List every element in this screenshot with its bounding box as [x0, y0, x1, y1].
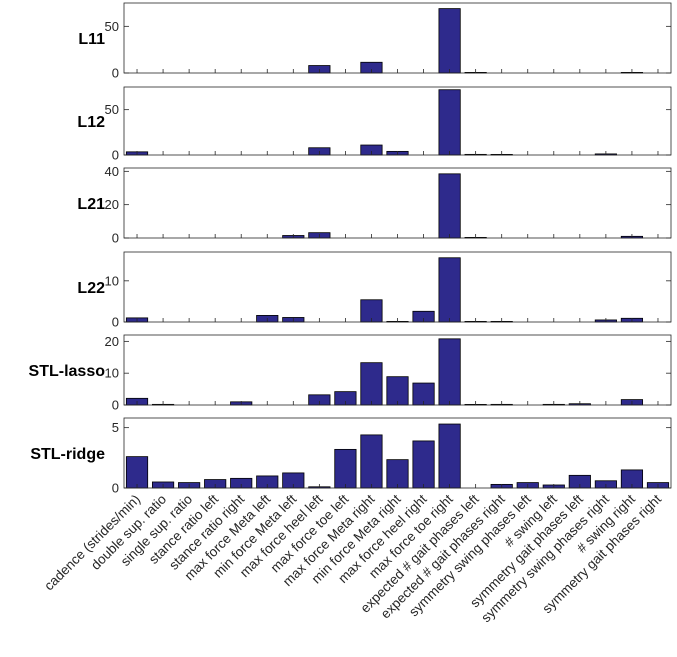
panel-frame: [123, 2, 672, 74]
bar: [125, 456, 149, 489]
panel-stl-ridge: 0 5 STL-ridge: [30, 417, 672, 496]
panel-label: L11: [78, 31, 105, 48]
bar: [360, 362, 383, 406]
bar: [438, 173, 461, 239]
y-tick-label: 20: [105, 334, 119, 349]
y-tick-label: 0: [112, 66, 119, 81]
panel-l21: 0 20 40 L21: [77, 164, 672, 246]
y-tick-label: 0: [112, 481, 119, 496]
y-tick-label: 0: [112, 148, 119, 163]
panel-label: L12: [77, 114, 105, 131]
bar: [438, 423, 461, 489]
y-tick-label: 10: [105, 366, 119, 381]
bar: [412, 440, 435, 489]
y-tick-label: 40: [105, 164, 119, 179]
panel-label: L21: [77, 196, 105, 213]
panel-label: STL-ridge: [30, 446, 105, 463]
bar: [438, 338, 461, 406]
y-tick-label: 10: [105, 273, 119, 288]
panel-frame: [123, 251, 672, 323]
y-tick-label: 20: [105, 197, 119, 212]
panel-stl-lasso: 0 10 20 STL-lasso: [29, 334, 672, 413]
panel-label: STL-lasso: [29, 363, 106, 380]
y-tick-label: 50: [105, 19, 119, 34]
panel-frame: [123, 86, 672, 156]
y-tick-label: 0: [112, 398, 119, 413]
y-tick-label: 5: [112, 420, 119, 435]
bar: [334, 448, 357, 489]
bar: [438, 89, 461, 156]
bar: [386, 459, 409, 489]
bar: [386, 376, 409, 406]
y-tick-label: 50: [105, 102, 119, 117]
panel-label: L22: [77, 280, 105, 297]
panel-frame: [123, 167, 672, 239]
y-tick-label: 0: [112, 231, 119, 246]
bar: [438, 257, 461, 323]
bar: [438, 8, 461, 74]
bar: [360, 434, 383, 489]
y-tick-label: 0: [112, 315, 119, 330]
